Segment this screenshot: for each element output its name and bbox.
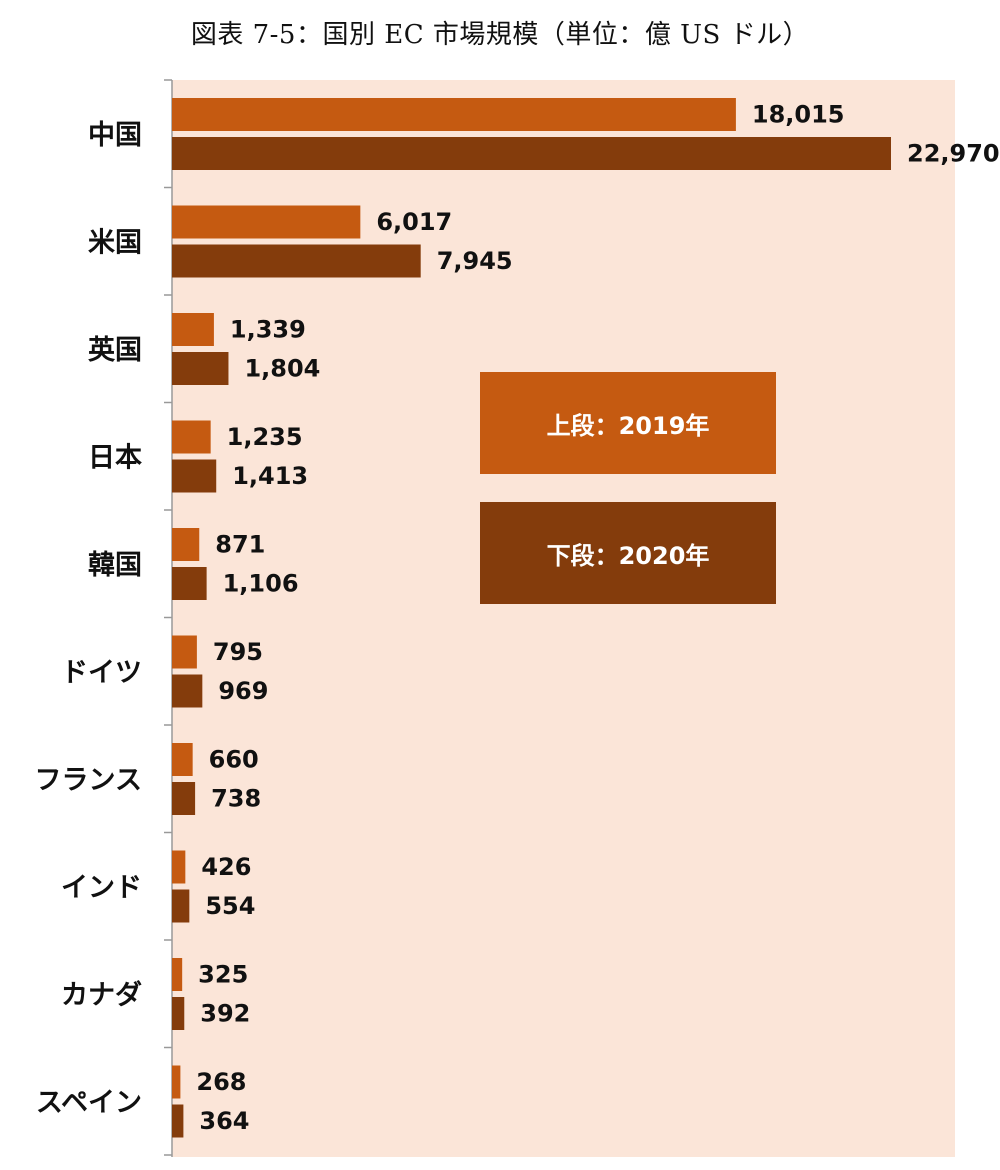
value-label-2019: 268 — [196, 1068, 246, 1096]
value-label-2019: 660 — [209, 746, 259, 774]
category-label: 韓国 — [88, 550, 142, 581]
value-label-2020: 364 — [199, 1107, 249, 1135]
category-label: ドイツ — [61, 657, 142, 688]
bar-2020 — [172, 1104, 184, 1138]
value-label-2020: 554 — [205, 892, 255, 920]
value-label-2020: 1,804 — [244, 355, 320, 383]
bar-2019 — [172, 98, 736, 131]
category-label: 日本 — [88, 442, 142, 473]
value-label-2020: 738 — [211, 785, 261, 813]
value-label-2019: 325 — [198, 961, 248, 989]
labels: 中国 18,015 22,970 米国 6,017 7,945 英国 1,339 1,804 日本… — [35, 101, 1000, 1136]
chart-title: 図表 7-5：国別 EC 市場規模（単位：億 US ドル） — [190, 20, 810, 50]
value-label-2020: 7,945 — [437, 247, 513, 275]
bar-2020 — [172, 997, 185, 1030]
value-label-2019: 6,017 — [376, 208, 452, 236]
bar-2020 — [172, 137, 891, 170]
category-label: 米国 — [88, 227, 142, 258]
value-label-2020: 969 — [218, 677, 268, 705]
value-label-2019: 18,015 — [752, 101, 845, 129]
value-label-2020: 1,106 — [223, 570, 299, 598]
bar-2019 — [172, 313, 214, 346]
value-label-2019: 1,235 — [227, 423, 303, 451]
value-label-2020: 392 — [200, 1000, 250, 1028]
bar-2019 — [172, 528, 200, 561]
bar-2019 — [172, 743, 193, 776]
bar-2019 — [172, 635, 197, 669]
bar-2020 — [172, 244, 421, 278]
category-label: インド — [61, 872, 142, 903]
value-label-2019: 1,339 — [230, 316, 306, 344]
legend-2019: 上段：2019年 — [480, 372, 776, 474]
category-label: 中国 — [88, 120, 142, 151]
value-label-2020: 1,413 — [232, 462, 308, 490]
bar-2020 — [172, 459, 217, 493]
bar-2020 — [172, 674, 203, 708]
category-axis — [164, 79, 173, 1157]
bar-2019 — [172, 205, 361, 239]
bar-2019 — [172, 1065, 181, 1099]
bar-2019 — [172, 850, 186, 884]
value-label-2020: 22,970 — [907, 140, 1000, 168]
bar-2020 — [172, 782, 196, 815]
category-label: スペイン — [36, 1087, 142, 1118]
bar-2020 — [172, 889, 190, 923]
category-label: 英国 — [88, 335, 142, 366]
bar-2019 — [172, 420, 211, 454]
value-label-2019: 871 — [215, 531, 265, 559]
category-label: フランス — [35, 765, 142, 796]
bars — [172, 98, 891, 1138]
bar-2020 — [172, 567, 207, 600]
plot-background — [172, 80, 955, 1157]
bar-2019 — [172, 958, 183, 991]
legend-2020: 下段：2020年 — [480, 502, 776, 604]
value-label-2019: 426 — [201, 853, 251, 881]
value-label-2019: 795 — [213, 638, 263, 666]
bar-2020 — [172, 352, 229, 385]
category-label: カナダ — [61, 979, 142, 1011]
